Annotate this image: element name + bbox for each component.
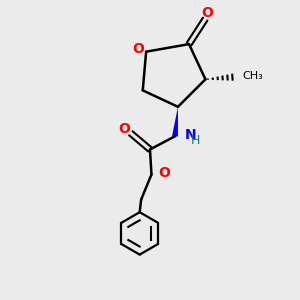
Text: N: N	[184, 128, 196, 142]
Text: CH₃: CH₃	[242, 71, 263, 81]
Polygon shape	[172, 107, 178, 136]
Text: O: O	[132, 42, 144, 56]
Text: O: O	[158, 166, 170, 180]
Text: O: O	[202, 6, 214, 20]
Text: H: H	[191, 134, 201, 147]
Text: O: O	[118, 122, 130, 136]
